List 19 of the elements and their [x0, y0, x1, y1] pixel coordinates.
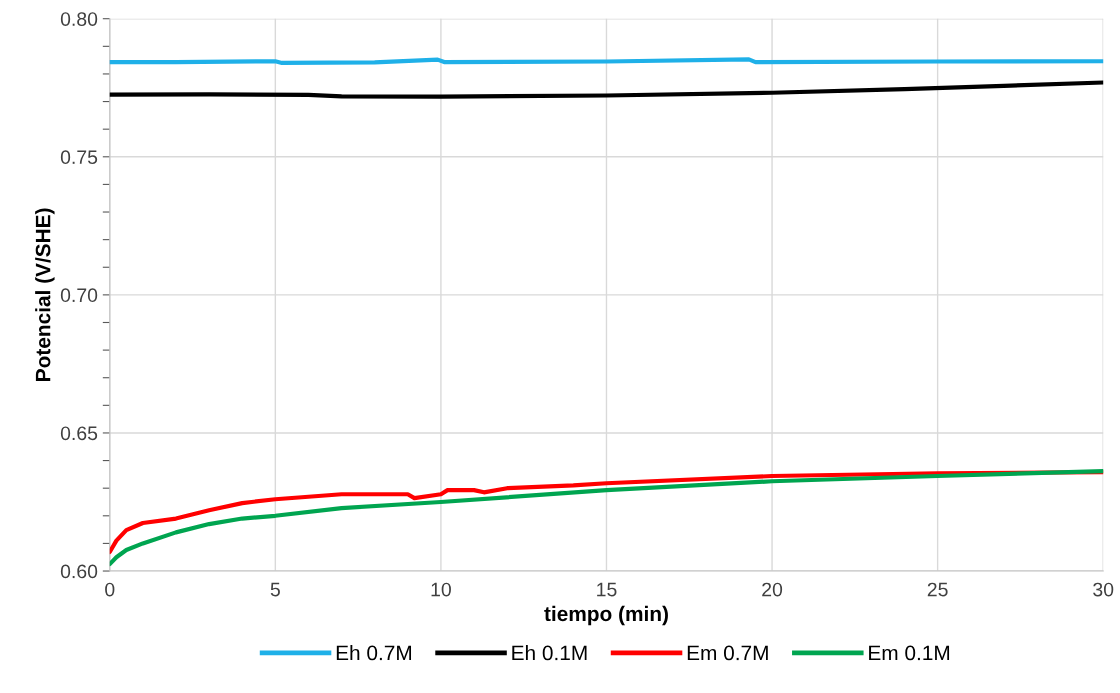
legend-label: Eh 0.1M [512, 645, 587, 661]
x-tick-label: 25 [927, 582, 948, 597]
x-axis-title: tiempo (min) [544, 605, 668, 626]
x-tick-label: 5 [270, 582, 280, 597]
y-tick-label: 0.70 [60, 288, 98, 303]
legend-label: Eh 0.7M [336, 645, 412, 661]
y-tick-label: 0.75 [60, 150, 98, 165]
x-tick-label: 20 [762, 582, 783, 597]
y-tick-label: 0.60 [60, 564, 98, 579]
x-tick-label: 15 [597, 582, 617, 597]
y-tick-label: 0.80 [60, 12, 98, 26]
y-tick-label: 0.65 [60, 426, 98, 441]
x-tick-label: 0 [105, 582, 115, 597]
x-tick-label: 10 [431, 582, 451, 597]
line-series [109, 80, 1104, 99]
y-axis-title: Potencial (V/SHE) [35, 208, 55, 381]
x-tick-label: 30 [1093, 582, 1114, 597]
legend-label: Em 0.7M [687, 645, 768, 661]
legend-label: Em 0.1M [869, 645, 950, 661]
